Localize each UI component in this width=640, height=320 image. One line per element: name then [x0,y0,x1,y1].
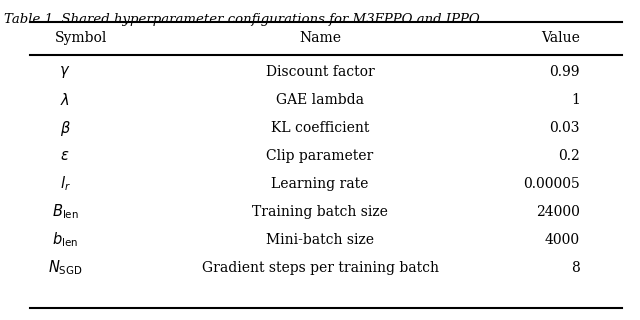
Text: $B_{\mathrm{len}}$: $B_{\mathrm{len}}$ [52,203,78,221]
Text: $b_{\mathrm{len}}$: $b_{\mathrm{len}}$ [52,231,78,249]
Text: 0.2: 0.2 [558,149,580,163]
Text: $\beta$: $\beta$ [60,118,70,138]
Text: Name: Name [299,31,341,45]
Text: $\gamma$: $\gamma$ [60,64,70,80]
Text: Table 1. Shared hyperparameter configurations for M3FPPO and IPPO.: Table 1. Shared hyperparameter configura… [4,13,483,26]
Text: 4000: 4000 [545,233,580,247]
Text: Training batch size: Training batch size [252,205,388,219]
Text: Symbol: Symbol [55,31,108,45]
Text: Learning rate: Learning rate [271,177,369,191]
Text: $l_r$: $l_r$ [60,175,70,193]
Text: Discount factor: Discount factor [266,65,374,79]
Text: $\epsilon$: $\epsilon$ [60,148,70,164]
Text: Gradient steps per training batch: Gradient steps per training batch [202,261,438,275]
Text: GAE lambda: GAE lambda [276,93,364,107]
Text: Value: Value [541,31,580,45]
Text: Clip parameter: Clip parameter [266,149,374,163]
Text: 24000: 24000 [536,205,580,219]
Text: KL coefficient: KL coefficient [271,121,369,135]
Text: 8: 8 [572,261,580,275]
Text: 0.00005: 0.00005 [524,177,580,191]
Text: Mini-batch size: Mini-batch size [266,233,374,247]
Text: 0.03: 0.03 [550,121,580,135]
Text: $N_{\mathrm{SGD}}$: $N_{\mathrm{SGD}}$ [48,259,83,277]
Text: 0.99: 0.99 [550,65,580,79]
Text: 1: 1 [571,93,580,107]
Text: $\lambda$: $\lambda$ [60,92,70,108]
